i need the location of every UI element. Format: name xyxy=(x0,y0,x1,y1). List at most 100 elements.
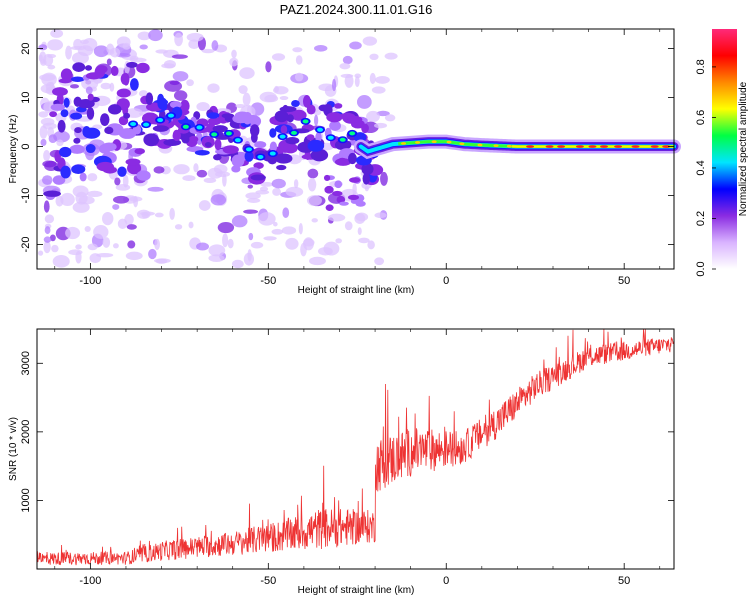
spectrogram-core-blob xyxy=(130,121,137,126)
spectrogram-ridge-blob xyxy=(253,162,264,170)
spectrogram-noise-blob xyxy=(271,228,284,235)
spectrogram-ridge-blob xyxy=(59,146,72,158)
spectrogram-noise-blob xyxy=(182,175,196,182)
spectrogram-noise-blob xyxy=(137,31,152,41)
spectrogram-core-blob xyxy=(279,134,286,139)
spectrogram-ridge-blob xyxy=(242,112,253,125)
spectrogram-noise-blob xyxy=(384,114,396,122)
spectrogram-ridge-blob xyxy=(116,88,131,98)
spectrogram-noise-blob xyxy=(69,84,80,89)
spectrogram-noise-blob xyxy=(169,207,175,220)
spectrogram-ridge-blob xyxy=(117,166,127,177)
spectrogram-ridge-blob xyxy=(291,99,300,107)
spectrogram-noise-blob xyxy=(293,179,299,189)
spectrogram-noise-blob xyxy=(154,212,164,218)
spectrogram-noise-blob xyxy=(246,198,261,203)
spectrogram-xtick-label: 50 xyxy=(618,275,630,287)
spectrogram-noise-blob xyxy=(114,177,121,186)
spectrogram-noise-blob xyxy=(211,40,219,51)
spectrogram-noise-blob xyxy=(279,95,289,101)
spectrogram-noise-blob xyxy=(148,29,163,42)
spectrogram-ridge-blob xyxy=(143,133,160,147)
spectrogram-noise-blob xyxy=(40,117,55,126)
spectrogram-noise-blob xyxy=(196,102,210,112)
spectrogram-axes: -100 -50 0 50 20 10 0 -10 -20 xyxy=(20,29,674,287)
spectrogram-core-blob xyxy=(196,125,203,130)
spectrogram-noise-blob xyxy=(292,47,303,53)
spectrogram-ridge-blob xyxy=(283,142,298,154)
spectrogram-ridge-blob xyxy=(231,154,245,168)
spectrogram-noise-blob xyxy=(369,53,379,61)
spectrogram-noise-blob xyxy=(376,110,390,117)
spectrogram-band-peak xyxy=(662,145,671,148)
spectrogram-noise-blob xyxy=(127,240,136,249)
spectrogram-noise-blob xyxy=(43,200,50,213)
spectrogram-ridge-blob xyxy=(172,129,181,141)
spectrogram-noise-blob xyxy=(255,189,270,195)
spectrogram-noise-blob xyxy=(300,242,307,257)
spectrogram-noise-blob xyxy=(364,185,369,192)
spectrogram-ridge-blob xyxy=(347,115,363,123)
spectrogram-noise-blob xyxy=(356,95,372,109)
spectrogram-noise-blob xyxy=(109,47,121,58)
spectrogram-noise-blob xyxy=(102,237,111,248)
spectrogram-core-blob xyxy=(211,132,218,137)
snr-xtick-label: -50 xyxy=(260,575,276,587)
spectrogram-noise-blob xyxy=(173,164,190,175)
spectrogram-ridge-blob xyxy=(306,134,315,141)
spectrogram-noise-blob xyxy=(112,195,130,204)
spectrogram-ridge-blob xyxy=(134,148,145,155)
spectrogram-band-peak xyxy=(431,140,437,143)
spectrogram-noise-blob xyxy=(374,212,387,219)
spectrogram-noise-blob xyxy=(201,48,215,54)
spectrogram-ridge-blob xyxy=(188,135,199,143)
snr-frame xyxy=(36,328,675,570)
spectrogram-ridge-blob xyxy=(52,175,66,185)
spectrogram-ridge-blob xyxy=(94,65,106,79)
spectrogram-noise-blob xyxy=(86,190,103,198)
spectrogram-noise-blob xyxy=(335,238,342,244)
spectrogram-noise-blob xyxy=(374,76,390,84)
spectrogram-band-peak xyxy=(614,145,623,148)
spectrogram-ridge-blob xyxy=(132,124,142,135)
spectrogram-ridge-blob xyxy=(100,113,110,127)
spectrogram-band-peak xyxy=(477,143,483,147)
spectrogram-noise-blob xyxy=(303,238,315,247)
spectrogram-ytick-label: -10 xyxy=(20,188,32,204)
spectrogram-noise-blob xyxy=(366,110,380,123)
spectrogram-band-peak xyxy=(600,145,609,148)
spectrogram-noise-blob xyxy=(43,149,51,162)
spectrogram-ridge-blob xyxy=(101,142,117,152)
colorbar-tick-label: 0.6 xyxy=(695,110,707,125)
spectrogram-frame xyxy=(36,28,675,270)
spectrogram-ridge-blob xyxy=(157,97,168,110)
spectrogram-core-blob xyxy=(257,154,264,159)
spectrogram-ridge-blob xyxy=(285,136,300,145)
snr-ytick-label: 3000 xyxy=(20,351,32,375)
spectrogram-band-peak xyxy=(401,142,407,145)
spectrogram-ridge-blob xyxy=(254,141,267,149)
spectrogram-ridge-blob xyxy=(50,103,66,111)
spectrogram-noise-blob xyxy=(282,207,290,219)
spectrogram-ridge-blob xyxy=(169,100,182,109)
spectrogram-noise-blob xyxy=(71,52,89,65)
spectrogram-ridge-blob xyxy=(302,95,311,108)
spectrogram-noise-blob xyxy=(374,122,388,129)
spectrogram-noise-blob xyxy=(65,45,72,60)
spectrogram-noise-blob xyxy=(38,111,49,118)
spectrogram-ridge-blob xyxy=(222,145,239,154)
spectrogram-ridge-blob xyxy=(73,137,81,144)
spectrogram-ridge-blob xyxy=(71,164,86,174)
spectrogram-noise-blob xyxy=(116,36,131,48)
spectrogram-noise-blob xyxy=(147,186,164,192)
spectrogram-ridge-blob xyxy=(334,158,352,166)
spectrogram-noise-blob xyxy=(117,218,128,230)
spectrogram-band-peak xyxy=(575,145,584,148)
spectrogram-core-blob xyxy=(317,127,324,132)
spectrogram-noise-blob xyxy=(164,80,183,92)
spectrogram-lower-blob xyxy=(325,204,334,212)
spectrogram-ridge-blob xyxy=(126,61,138,68)
spectrogram-lower-blob xyxy=(334,180,343,189)
spectrogram-core-blob xyxy=(143,122,150,127)
spectrogram-ridge-blob xyxy=(274,110,289,123)
